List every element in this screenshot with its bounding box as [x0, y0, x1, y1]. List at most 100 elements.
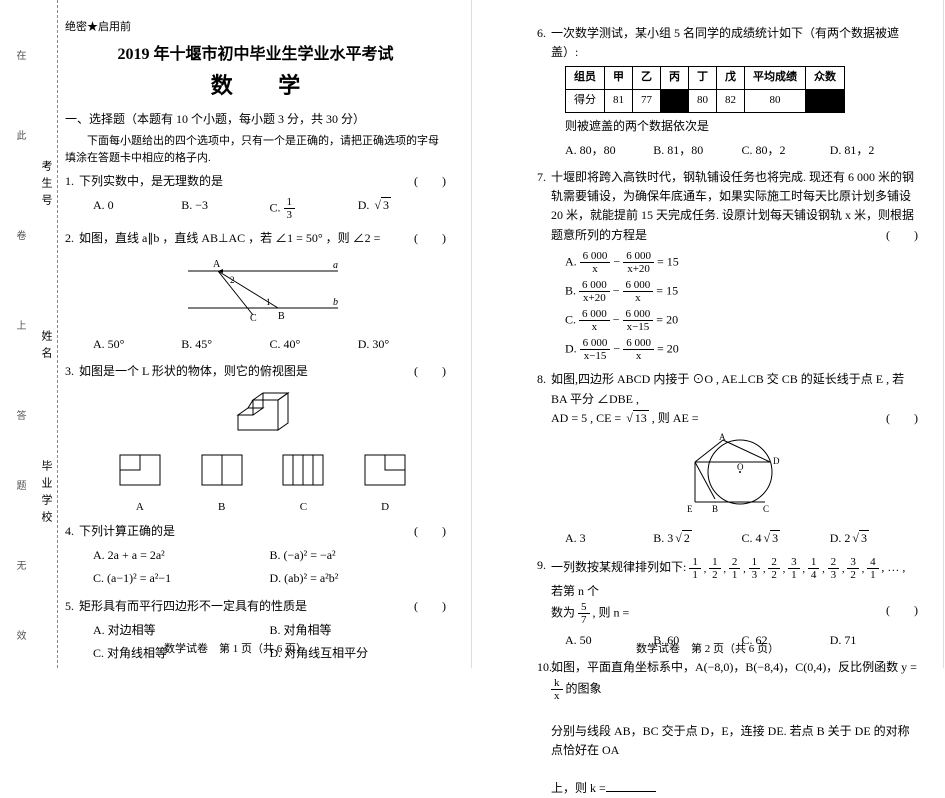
question-1: 1. 下列实数中，是无理数的是 ( ) A. 0 B. −3 C. 13 D. …: [65, 172, 446, 223]
option-a: A. 6 000x − 6 000x+20 = 15: [565, 248, 918, 277]
options: A. 6 000x − 6 000x+20 = 15 B. 6 000x+20 …: [565, 248, 918, 365]
option-b: B. (−a)² = −a²: [270, 544, 447, 567]
q-number: 6.: [537, 24, 546, 43]
answer-paren: ( ): [886, 601, 918, 620]
q2-diagram: A a b B C 2 1: [178, 253, 348, 323]
figure-q3-iso: [79, 385, 446, 446]
answer-paren: ( ): [414, 229, 446, 248]
q6-tail: 则被遮盖的两个数据依次是: [565, 117, 918, 136]
option-b: B. 6 000x+20 − 6 000x = 15: [565, 277, 918, 306]
vertical-label-school: 毕业学校: [38, 460, 54, 528]
vertical-label-examno: 考生号: [38, 160, 54, 211]
q-number: 3.: [65, 362, 74, 381]
option-d: D. 81，2: [830, 139, 918, 162]
table-data-row: 得分 81 77 80 82 80: [566, 89, 845, 112]
section-1-heading: 一、选择题（本题有 10 个小题，每小题 3 分，共 30 分）: [65, 110, 446, 127]
question-8: 8. 如图,四边形 ABCD 内接于 ⊙O , AE⊥CB 交 CB 的延长线于…: [537, 370, 918, 550]
question-3: 3. 如图是一个 L 形状的物体，则它的俯视图是 ( ) A B: [65, 362, 446, 516]
svg-text:b: b: [333, 297, 338, 308]
page-1: 在 此 卷 上 答 题 无 效 考生号 姓名 毕业学校 绝密★启用前 2019 …: [0, 0, 472, 668]
option-b: B. 对角相等: [270, 619, 447, 642]
q-text-a: 如图，平面直角坐标系中，A(−8,0)，B(−8,4)，C(0,4)，反比例函数…: [551, 660, 917, 674]
instructions: 下面每小题给出的四个选项中，只有一个是正确的，请把正确选项的字母填涂在答题卡中相…: [65, 133, 446, 166]
sequence: 11 , 12 , 21 , 13 , 22 , 31 , 14 , 23 , …: [689, 563, 881, 575]
q-number: 1.: [65, 172, 74, 191]
hidden-cell: [661, 89, 689, 112]
page-footer-2: 数学试卷 第 2 页（共 6 页）: [472, 640, 943, 656]
exam-title: 2019 年十堰市初中毕业生学业水平考试: [65, 40, 446, 64]
svg-text:O: O: [737, 462, 744, 472]
svg-text:B: B: [278, 311, 285, 322]
answer-paren: ( ): [414, 597, 446, 616]
options: A. 0 B. −3 C. 13 D. 3: [93, 194, 446, 223]
option-b: B. −3: [181, 194, 269, 223]
q-text-c: 分别与线段 AB，BC 交于点 D，E，连接 DE. 若点 B 关于 DE 的对…: [551, 724, 910, 757]
options: A. 2a + a = 2a² B. (−a)² = −a² C. (a−1)²…: [93, 544, 446, 590]
option-c: C. 6 000x − 6 000x−15 = 20: [565, 306, 918, 335]
svg-text:C: C: [250, 313, 257, 323]
q-text: 下列实数中，是无理数的是: [79, 174, 223, 188]
svg-text:E: E: [687, 504, 693, 514]
question-7: 7. 十堰即将跨入高铁时代，钢轨铺设任务也将完成. 现还有 6 000 米的钢轨…: [537, 168, 918, 365]
svg-text:A: A: [719, 432, 726, 442]
circle-diagram: A D C B E O: [675, 432, 795, 517]
q-text: 一次数学测试，某小组 5 名同学的成绩统计如下（有两个数据被遮盖）:: [551, 26, 899, 59]
l-shape-icon: [223, 385, 303, 440]
option-c: C. 80，2: [742, 139, 830, 162]
q-number: 2.: [65, 229, 74, 248]
page-footer-1: 数学试卷 第 1 页（共 6 页）: [0, 640, 471, 656]
answer-blank: [606, 780, 656, 792]
secret-label: 绝密★启用前: [65, 18, 446, 34]
svg-text:2: 2: [230, 275, 235, 285]
option-b: B. 81，80: [653, 139, 741, 162]
option-d-shape: D: [360, 450, 410, 516]
option-a: A. 2a + a = 2a²: [93, 544, 270, 567]
binding-char: 上: [12, 320, 27, 330]
options: A. 50° B. 45° C. 40° D. 30°: [93, 333, 446, 356]
question-9: 9. 一列数按某规律排列如下: 11 , 12 , 21 , 13 , 22 ,…: [537, 556, 918, 652]
figure-q8: A D C B E O: [551, 432, 918, 523]
q-number: 9.: [537, 556, 546, 575]
svg-text:D: D: [773, 456, 780, 466]
answer-paren: ( ): [886, 409, 918, 428]
q-lead: 一列数按某规律排列如下:: [551, 561, 689, 575]
option-a: A. 0: [93, 194, 181, 223]
q9-tail-b: 数为: [551, 605, 578, 619]
page-2: 6. 一次数学测试，某小组 5 名同学的成绩统计如下（有两个数据被遮盖）: 组员…: [472, 0, 944, 668]
question-2: 2. 如图，直线 a∥b ，直线 AB⊥AC ，若 ∠1 = 50° ，则 ∠2…: [65, 229, 446, 356]
option-d: D. 30°: [358, 333, 446, 356]
q9-tail-c: , 则 n =: [593, 605, 630, 619]
vertical-label-name: 姓名: [38, 330, 54, 364]
binding-char: 效: [12, 630, 27, 640]
subject-title: 数 学: [65, 68, 446, 100]
option-d: D. 3: [358, 194, 446, 223]
q6-table: 组员甲乙丙丁戊平均成绩众数 得分 81 77 80 82 80: [565, 66, 845, 112]
answer-paren: ( ): [414, 172, 446, 191]
svg-text:a: a: [333, 260, 338, 271]
q-number: 7.: [537, 168, 546, 187]
q-text: 如图是一个 L 形状的物体，则它的俯视图是: [79, 364, 308, 378]
option-c-shape: C: [278, 450, 328, 516]
option-a: A. 3: [565, 527, 653, 550]
option-a: A. 50°: [93, 333, 181, 356]
table-head-row: 组员甲乙丙丁戊平均成绩众数: [566, 67, 845, 90]
q-text-d: 上，则 k =: [551, 781, 606, 795]
option-b: B. 45°: [181, 333, 269, 356]
options: A. 80，80 B. 81，80 C. 80，2 D. 81，2: [565, 139, 918, 162]
option-a: A. 80，80: [565, 139, 653, 162]
binding-margin: 在 此 卷 上 答 题 无 效 考生号 姓名 毕业学校: [8, 0, 58, 668]
question-6: 6. 一次数学测试，某小组 5 名同学的成绩统计如下（有两个数据被遮盖）: 组员…: [537, 24, 918, 162]
answer-paren: ( ): [414, 522, 446, 541]
answer-paren: ( ): [886, 226, 918, 245]
svg-text:1: 1: [266, 297, 271, 307]
q3-options-row: A B C D: [99, 450, 426, 516]
option-c: C. 43: [742, 527, 830, 550]
q-text-a: 如图,四边形 ABCD 内接于 ⊙O , AE⊥CB 交 CB 的延长线于点 E…: [551, 372, 904, 405]
binding-char: 在: [12, 50, 27, 60]
figure-q2: A a b B C 2 1: [79, 253, 446, 329]
option-c: C. 40°: [270, 333, 358, 356]
option-d: D. (ab)² = a²b²: [270, 567, 447, 590]
binding-char: 无: [12, 560, 27, 570]
q-text: 矩形具有而平行四边形不一定具有的性质是: [79, 599, 307, 613]
options: A. 3 B. 32 C. 43 D. 23: [565, 527, 918, 550]
